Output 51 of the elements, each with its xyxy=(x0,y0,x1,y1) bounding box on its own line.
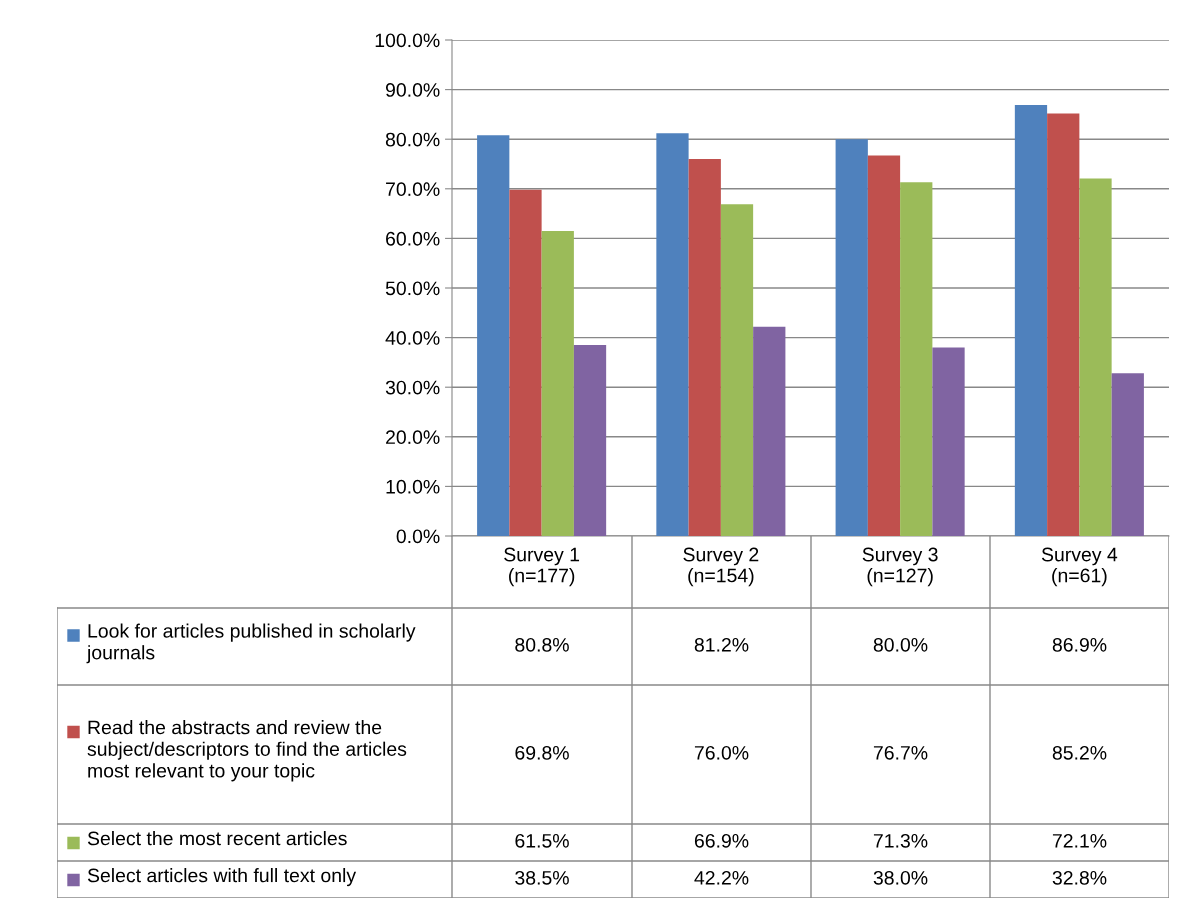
bar xyxy=(1111,373,1144,536)
data-label: 42.2% xyxy=(694,870,749,885)
legend-label: Read the abstracts and review the subject/descriptors to find the articles most relevant to your topic xyxy=(87,720,407,782)
bar xyxy=(932,347,965,536)
y-tick-label: 30.0% xyxy=(385,380,440,395)
bar xyxy=(1047,113,1080,536)
bar xyxy=(867,155,901,536)
y-tick-label: 10.0% xyxy=(386,479,440,494)
data-label: 32.8% xyxy=(1052,870,1107,885)
legend-label: Select articles with full text only xyxy=(87,868,357,887)
bar xyxy=(720,204,754,536)
x-tick-label: Survey 2 (n=154) xyxy=(683,547,759,587)
y-tick-label: 50.0% xyxy=(385,281,440,296)
y-tick-label: 80.0% xyxy=(385,132,440,147)
y-tick-label: 70.0% xyxy=(386,182,440,197)
data-label: 38.0% xyxy=(873,870,928,885)
x-tick-label: Survey 4 (n=61) xyxy=(1041,547,1118,587)
data-label: 66.9% xyxy=(694,833,749,848)
bar xyxy=(688,159,721,536)
data-label: 76.7% xyxy=(873,745,928,760)
y-tick-label: 90.0% xyxy=(385,83,440,97)
data-label: 85.2% xyxy=(1052,745,1107,760)
data-label: 81.2% xyxy=(694,637,749,652)
bar xyxy=(1079,178,1112,536)
y-tick-label: 100.0% xyxy=(375,33,440,48)
x-tick-label: Survey 1 (n=177) xyxy=(504,547,580,587)
x-tick-label: Survey 3 (n=127) xyxy=(862,547,938,587)
bar xyxy=(509,189,542,536)
bar xyxy=(753,326,786,536)
data-label: 38.5% xyxy=(515,870,569,885)
data-label: 86.9% xyxy=(1052,637,1107,652)
bar xyxy=(900,182,933,536)
data-label: 61.5% xyxy=(515,833,569,848)
data-label: 69.8% xyxy=(515,745,569,760)
data-label: 80.0% xyxy=(873,637,928,652)
data-label: 80.8% xyxy=(515,637,569,652)
bar xyxy=(1014,104,1048,536)
data-label: 72.1% xyxy=(1052,833,1107,848)
y-tick-label: 40.0% xyxy=(385,331,440,345)
legend-label: Look for articles published in scholarly journals xyxy=(86,623,416,664)
bar xyxy=(835,139,868,536)
y-tick-label: 0.0% xyxy=(396,529,440,544)
legend-label: Select the most recent articles xyxy=(87,831,347,846)
data-label: 71.3% xyxy=(873,833,928,848)
bar xyxy=(656,133,689,536)
data-label: 76.0% xyxy=(694,745,749,760)
y-tick-label: 60.0% xyxy=(386,231,440,246)
bar xyxy=(573,345,607,536)
bar xyxy=(477,135,510,536)
bar xyxy=(541,230,574,536)
y-tick-label: 20.0% xyxy=(386,430,440,445)
